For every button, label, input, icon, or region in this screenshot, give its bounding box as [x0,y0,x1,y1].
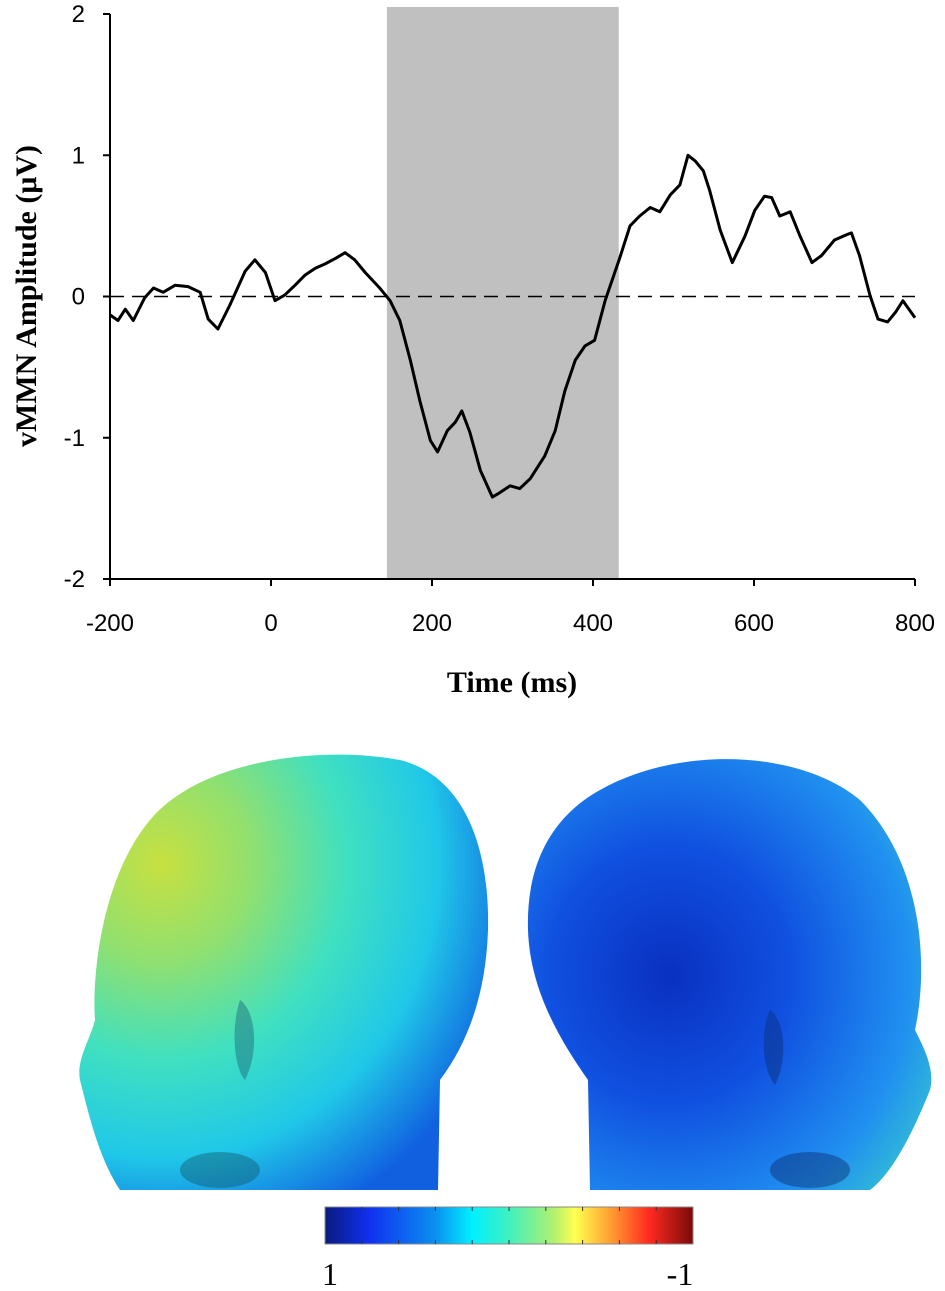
y-tick-label: -2 [64,566,85,593]
colorbar-max-label: -1 [667,1256,694,1291]
colorbar: 1 -1 [322,1206,694,1291]
colorbar-min-label: 1 [322,1256,338,1291]
chart: -2 -1 0 1 2 -200 0 200 400 600 800 Time (ms) vMMN … [10,1,935,699]
y-tick-label: 1 [72,142,85,169]
x-tick-label: 200 [412,610,452,637]
left-head-topography [79,754,489,1190]
y-tick-label: 2 [72,1,85,28]
y-axis-label: vMMN Amplitude (μV) [10,145,43,447]
shaded-window [386,7,619,579]
x-axis-label: Time (ms) [447,666,577,699]
colorbar-gradient [324,1206,694,1245]
x-tick-label: 0 [264,610,277,637]
y-tick-label: 0 [72,284,85,311]
x-tick-label: 800 [895,610,935,637]
right-head-topography [527,759,932,1190]
left-ear [234,1000,255,1080]
x-tick-label: 400 [573,610,613,637]
y-tick-label: -1 [64,425,85,452]
x-tick-label: -200 [86,610,134,637]
x-tick-label: 600 [734,610,774,637]
right-ear [763,1010,784,1085]
vmmn-trace-line [109,153,917,499]
